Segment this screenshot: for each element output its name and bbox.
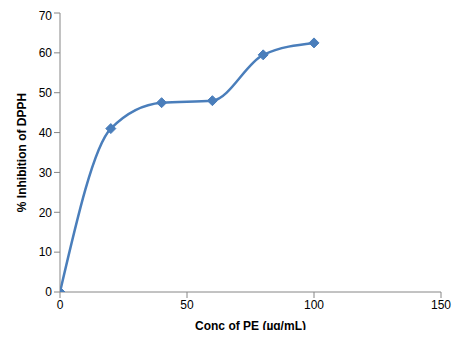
svg-text:10: 10 [39, 245, 53, 259]
svg-text:30: 30 [39, 166, 53, 180]
svg-text:50: 50 [180, 298, 194, 312]
svg-text:50: 50 [39, 86, 53, 100]
svg-text:60: 60 [39, 46, 53, 60]
svg-text:20: 20 [39, 206, 53, 220]
svg-text:100: 100 [304, 298, 324, 312]
svg-text:150: 150 [431, 298, 451, 312]
svg-text:Conc of PE (µg/mL): Conc of PE (µg/mL) [195, 319, 306, 330]
svg-text:40: 40 [39, 126, 53, 140]
svg-text:0: 0 [45, 285, 52, 299]
svg-text:0: 0 [57, 298, 64, 312]
svg-text:% Inhibition of DPPH: % Inhibition of DPPH [15, 93, 29, 212]
svg-text:70: 70 [39, 9, 53, 23]
